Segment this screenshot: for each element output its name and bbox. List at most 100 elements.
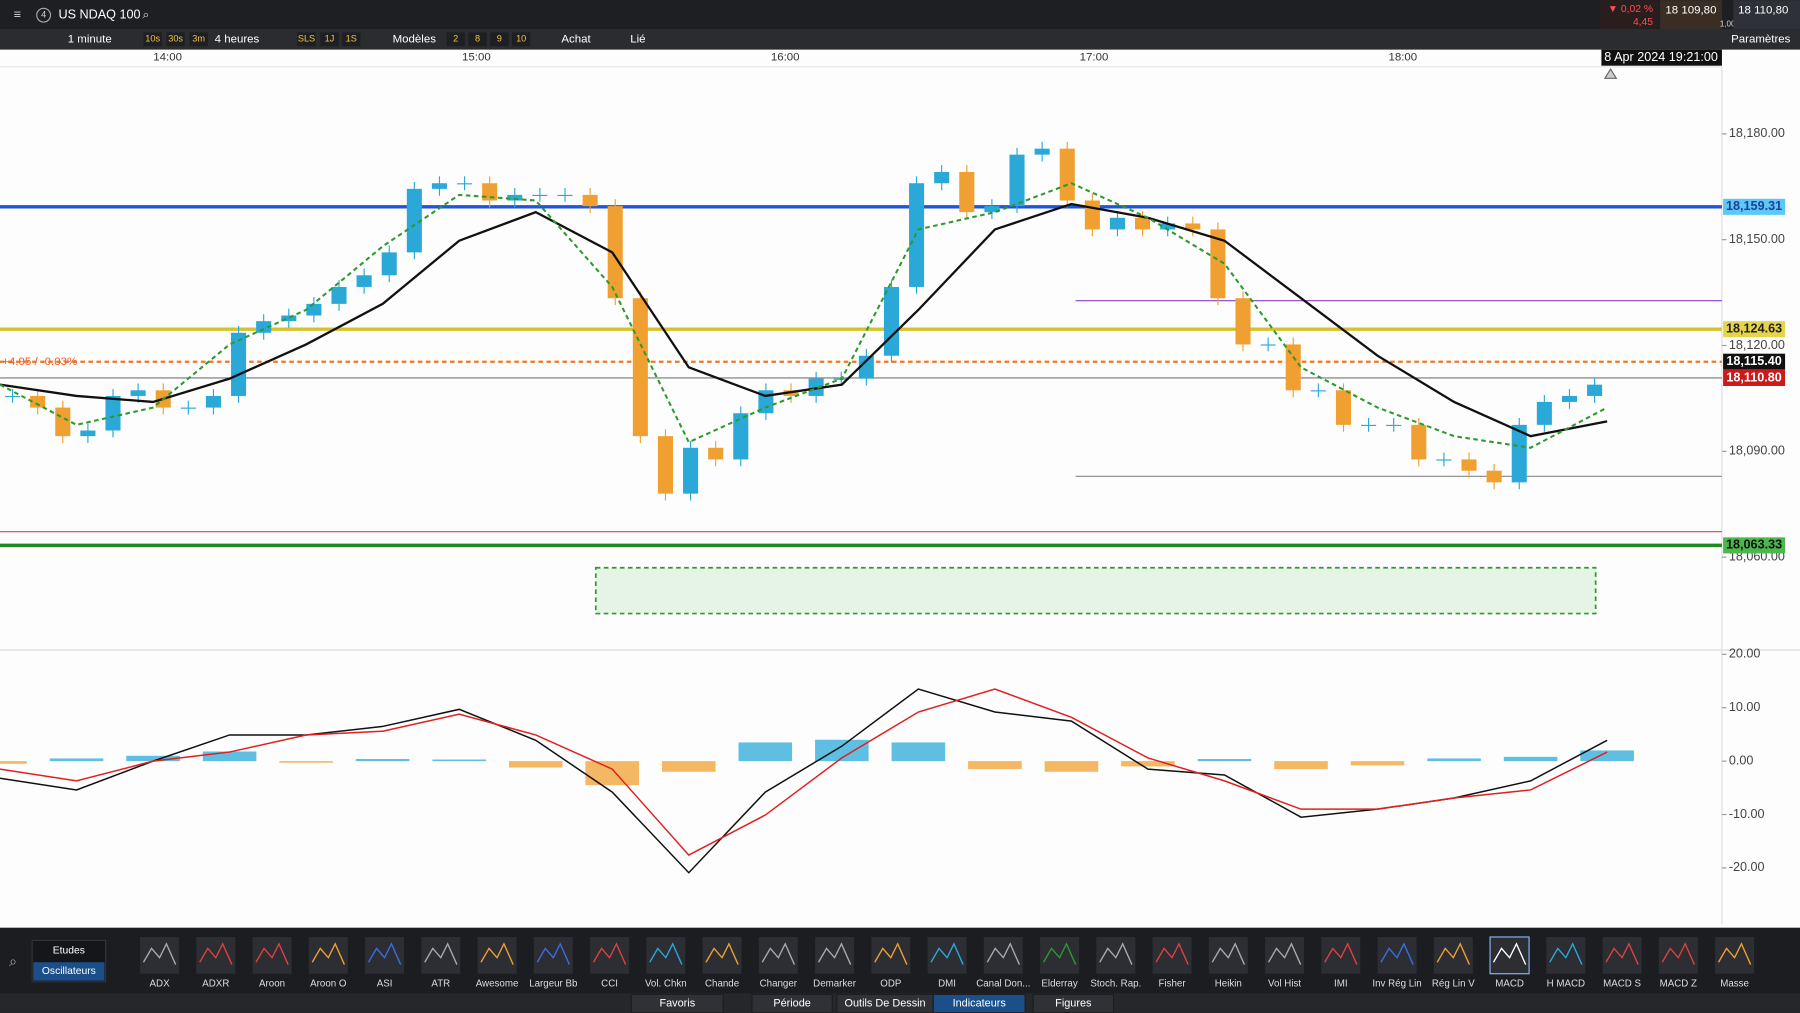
indicator-icon[interactable]: [308, 936, 348, 974]
indicator-name[interactable]: Fisher: [1159, 979, 1187, 990]
instrument[interactable]: US NDAQ 100: [59, 8, 141, 22]
link[interactable]: Lié: [630, 33, 645, 45]
ask-box[interactable]: [1733, 0, 1800, 29]
indicator-name[interactable]: Vol Hist: [1268, 979, 1301, 990]
indicator-icon[interactable]: [1265, 936, 1305, 974]
toolbar-button-label[interactable]: 8: [475, 34, 480, 44]
tab-label[interactable]: Figures: [1055, 997, 1092, 1009]
indicator-name[interactable]: Chande: [705, 979, 739, 990]
indicator-icon[interactable]: [1321, 936, 1361, 974]
toolbar-button-label[interactable]: 9: [497, 34, 502, 44]
bid-box[interactable]: [1659, 0, 1722, 29]
range[interactable]: 4 heures: [215, 33, 260, 45]
toolbar-button-label[interactable]: 3m: [192, 34, 205, 44]
indicator-name[interactable]: Canal Don...: [976, 979, 1030, 990]
sidebar-item[interactable]: Etudes: [53, 945, 85, 956]
models[interactable]: Modèles: [393, 33, 437, 45]
indicator-name[interactable]: Demarker: [813, 979, 857, 990]
indicator-icon[interactable]: [983, 936, 1023, 974]
indicator-icon[interactable]: [590, 936, 630, 974]
indicator-icon[interactable]: [1602, 936, 1642, 974]
indicator-icon[interactable]: [927, 936, 967, 974]
indicator-name[interactable]: MACD S: [1603, 979, 1641, 990]
indicator-name[interactable]: Awesome: [476, 979, 519, 990]
indicator-name[interactable]: MACD Z: [1660, 979, 1697, 990]
indicator-icon[interactable]: [140, 936, 180, 974]
indicator-name[interactable]: H MACD: [1547, 979, 1585, 990]
indicator-icon[interactable]: [1433, 936, 1473, 974]
toolbar-button[interactable]: [189, 32, 208, 47]
indicator-icon[interactable]: [702, 936, 742, 974]
toolbar-button[interactable]: [143, 32, 162, 47]
indicator-name[interactable]: Aroon O: [310, 979, 347, 990]
indicator-name[interactable]: Vol. Chkn: [645, 979, 687, 990]
toolbar-button[interactable]: [342, 32, 361, 47]
indicator-icon[interactable]: [1546, 936, 1586, 974]
indicator-name[interactable]: MACD: [1495, 979, 1524, 990]
indicator-name[interactable]: Masse: [1720, 979, 1749, 990]
indicator-icon[interactable]: [1658, 936, 1698, 974]
indicator-name[interactable]: Aroon: [259, 979, 285, 990]
indicator-icon[interactable]: [365, 936, 405, 974]
indicator-icon[interactable]: [421, 936, 461, 974]
interval[interactable]: 1 minute: [68, 33, 112, 45]
toolbar-button-label[interactable]: 30s: [168, 34, 183, 44]
toolbar-button[interactable]: [511, 32, 531, 47]
indicator-icon[interactable]: [252, 936, 292, 974]
indicator-name[interactable]: Rég Lin V: [1432, 979, 1475, 990]
indicator-icon[interactable]: [1715, 936, 1755, 974]
indicator-name[interactable]: ATR: [431, 979, 450, 990]
indicator-icon[interactable]: [477, 936, 517, 974]
tab-label[interactable]: Favoris: [659, 997, 695, 1009]
indicator-icon[interactable]: [1152, 936, 1192, 974]
indicator-name[interactable]: Changer: [760, 979, 798, 990]
toolbar-button-label[interactable]: SLS: [298, 34, 315, 44]
candle: [205, 395, 221, 408]
toolbar-button[interactable]: [468, 32, 487, 47]
toolbar-button-label[interactable]: 2: [453, 34, 458, 44]
indicator-icon[interactable]: [1489, 936, 1530, 975]
indicator-name[interactable]: Heikin: [1215, 979, 1242, 990]
indicator-name[interactable]: CCI: [601, 979, 618, 990]
indicator-name[interactable]: ADX: [150, 979, 171, 990]
bid[interactable]: 18 109,80: [1665, 5, 1716, 17]
indicator-name[interactable]: IMI: [1334, 979, 1348, 990]
indicator-name[interactable]: DMI: [938, 979, 956, 990]
indicator-icon[interactable]: [815, 936, 855, 974]
toolbar-button-label[interactable]: 10: [516, 34, 526, 44]
toolbar-button-label[interactable]: 10s: [145, 34, 160, 44]
toolbar-button-label[interactable]: 1S: [346, 34, 357, 44]
indicator-icon[interactable]: [1040, 936, 1080, 974]
search-icon[interactable]: ⌕: [142, 8, 149, 22]
indicator-icon[interactable]: [1096, 936, 1136, 974]
indicator-icon[interactable]: [1377, 936, 1417, 974]
tab-label[interactable]: Outils De Dessin: [845, 997, 926, 1009]
toolbar-button[interactable]: [320, 32, 339, 47]
indicator-icon[interactable]: [646, 936, 686, 974]
toolbar-button[interactable]: [166, 32, 185, 47]
buy[interactable]: Achat: [561, 33, 591, 45]
indicator-name[interactable]: ODP: [880, 979, 901, 990]
toolbar-button[interactable]: [490, 32, 509, 47]
toolbar-button[interactable]: [446, 32, 465, 47]
menu-icon[interactable]: ≡: [14, 8, 21, 22]
tab-label[interactable]: Période: [773, 997, 811, 1009]
indicator-icon[interactable]: [871, 936, 911, 974]
indicator-name[interactable]: Stoch. Rap.: [1090, 979, 1141, 990]
indicator-icon[interactable]: [196, 936, 236, 974]
indicator-icon[interactable]: [1208, 936, 1248, 974]
indicator-name[interactable]: Largeur Bb: [529, 979, 578, 990]
toolbar-button[interactable]: [297, 32, 316, 47]
indicator-name[interactable]: ASI: [377, 979, 393, 990]
toolbar-button-label[interactable]: 1J: [325, 34, 335, 44]
tab-label[interactable]: Indicateurs: [953, 997, 1007, 1009]
ask[interactable]: 18 110,80: [1738, 5, 1788, 17]
settings[interactable]: Paramètres: [1731, 33, 1791, 45]
indicator-name[interactable]: ADXR: [202, 979, 229, 990]
indicator-icon[interactable]: [758, 936, 798, 974]
sidebar-item[interactable]: Oscillateurs: [42, 966, 96, 977]
indicator-name[interactable]: Inv Rég Lin: [1372, 979, 1421, 990]
search-icon[interactable]: ⌕: [9, 954, 17, 969]
indicator-icon[interactable]: [533, 936, 573, 974]
indicator-name[interactable]: Elderray: [1041, 979, 1077, 990]
